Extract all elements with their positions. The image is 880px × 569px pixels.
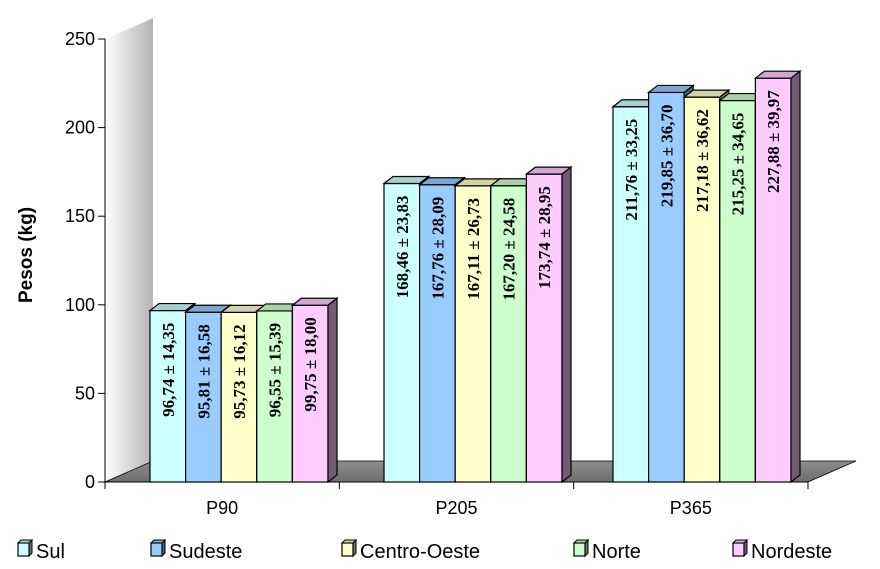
data-label: 95,81 ± 16,58: [194, 324, 213, 418]
data-label: 168,46 ± 23,83: [393, 195, 412, 298]
legend-label: Sul: [36, 541, 65, 563]
data-label: 219,85 ± 36,70: [657, 104, 676, 207]
data-label: 211,76 ± 33,25: [622, 119, 641, 221]
side-wall: [105, 18, 153, 482]
legend-label: Centro-Oeste: [360, 541, 480, 563]
legend-swatch: [150, 542, 163, 557]
data-label: 96,55 ± 15,39: [266, 323, 285, 417]
legend-item: Centro-Oeste: [340, 538, 480, 563]
data-label: 217,18 ± 36,62: [693, 109, 712, 212]
legend-label: Sudeste: [169, 541, 242, 563]
legend-item: Norte: [572, 538, 641, 563]
data-label: 167,20 ± 24,58: [500, 198, 519, 301]
legend-item: Sudeste: [149, 538, 242, 563]
legend-swatch: [573, 542, 586, 557]
x-tick-label: P365: [670, 498, 712, 518]
bar: 173,74 ± 28,95: [524, 165, 573, 484]
x-tick-label: P90: [206, 498, 238, 518]
legend-label: Norte: [592, 541, 641, 563]
legend-item: Sul: [16, 538, 65, 563]
data-label: 227,88 ± 39,97: [764, 90, 783, 193]
bar: 99,75 ± 18,00: [290, 297, 339, 484]
data-label: 167,76 ± 28,09: [428, 197, 447, 300]
data-label: 96,74 ± 14,35: [159, 323, 178, 417]
legend-item: Nordeste: [731, 538, 832, 563]
data-label: 173,74 ± 28,95: [535, 186, 554, 289]
bar: 227,88 ± 39,97: [753, 69, 802, 484]
legend-swatch: [732, 542, 745, 557]
x-tick-label: P205: [435, 498, 477, 518]
bars: 96,74 ± 14,35 95,81 ± 16,58 95,73 ± 16,12 9…: [148, 69, 802, 484]
legend-swatch: [341, 542, 354, 557]
legend-swatch: [17, 542, 30, 557]
y-tick-label: 50: [75, 383, 95, 403]
y-axis-label: Pesos (kg): [16, 207, 37, 303]
data-label: 215,25 ± 34,65: [729, 113, 748, 216]
legend-label: Nordeste: [751, 541, 832, 563]
y-tick-label: 100: [65, 295, 95, 315]
data-label: 95,73 ± 16,12: [230, 324, 249, 418]
y-tick-label: 150: [65, 206, 95, 226]
y-tick-label: 250: [65, 29, 95, 49]
data-label: 167,11 ± 26,73: [464, 198, 483, 300]
legend: Sul Sudeste Centro-Oeste Norte Nordeste: [16, 538, 832, 563]
data-label: 99,75 ± 18,00: [301, 317, 320, 411]
y-tick-label: 0: [85, 472, 95, 492]
y-tick-label: 200: [65, 118, 95, 138]
